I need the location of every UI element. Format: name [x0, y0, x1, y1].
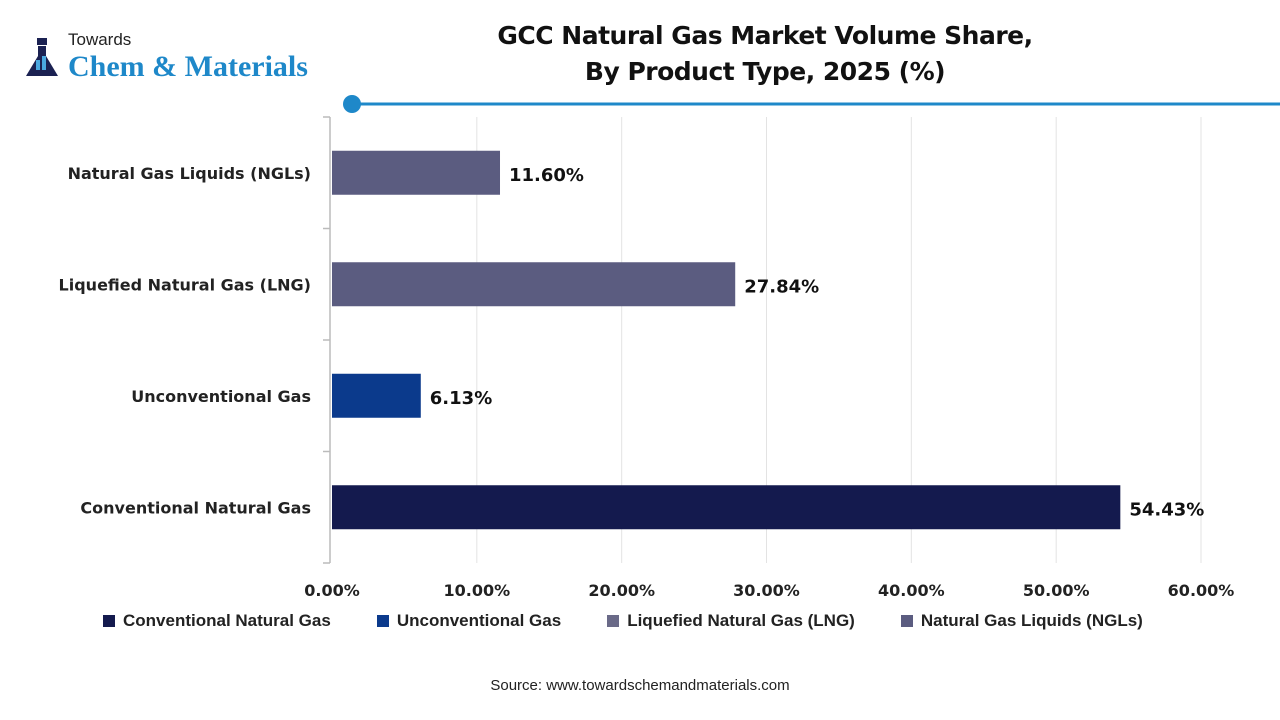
logo-line2: Chem & Materials [68, 50, 308, 83]
flask-icon [26, 38, 58, 76]
y-category-label: Liquefied Natural Gas (LNG) [59, 275, 311, 294]
legend: Conventional Natural Gas Unconventional G… [103, 611, 1189, 631]
legend-item: Natural Gas Liquids (NGLs) [900, 611, 1143, 631]
data-label: 54.43% [1129, 499, 1204, 520]
logo-line1: Towards [68, 30, 132, 49]
x-tick-label: 10.00% [444, 581, 511, 600]
legend-swatch [607, 615, 620, 627]
legend-swatch [900, 615, 913, 627]
title-line-1: GCC Natural Gas Market Volume Share, [497, 21, 1033, 50]
x-tick-label: 40.00% [878, 581, 945, 600]
y-category-label: Conventional Natural Gas [80, 498, 311, 517]
data-label: 11.60% [509, 165, 584, 186]
title-line-2: By Product Type, 2025 (%) [584, 57, 946, 86]
logo: Towards Chem & Materials [22, 30, 352, 86]
chart-title: GCC Natural Gas Market Volume Share, By … [430, 18, 1100, 90]
y-category-label: Natural Gas Liquids (NGLs) [68, 164, 311, 183]
bar [332, 485, 1121, 530]
legend-label: Natural Gas Liquids (NGLs) [920, 611, 1143, 630]
divider-dot [343, 95, 361, 113]
source-note: Source: www.towardschemandmaterials.com [490, 677, 790, 694]
legend-swatch [103, 615, 115, 627]
x-tick-label: 60.00% [1168, 581, 1235, 600]
legend-item: Liquefied Natural Gas (LNG) [607, 611, 855, 631]
data-label: 27.84% [744, 276, 819, 297]
legend-label: Unconventional Gas [396, 611, 562, 630]
bar [332, 150, 501, 195]
legend-item: Conventional Natural Gas [103, 611, 331, 631]
bar [332, 262, 736, 307]
bar [332, 373, 421, 418]
legend-item: Unconventional Gas [376, 611, 562, 631]
x-tick-label: 0.00% [304, 581, 360, 600]
y-category-label: Unconventional Gas [131, 387, 311, 406]
x-tick-label: 30.00% [733, 581, 800, 600]
x-tick-label: 20.00% [588, 581, 655, 600]
legend-swatch [376, 615, 389, 627]
data-label: 6.13% [430, 388, 492, 409]
legend-label: Conventional Natural Gas [123, 611, 331, 630]
x-tick-label: 50.00% [1023, 581, 1090, 600]
legend-label: Liquefied Natural Gas (LNG) [627, 611, 855, 630]
